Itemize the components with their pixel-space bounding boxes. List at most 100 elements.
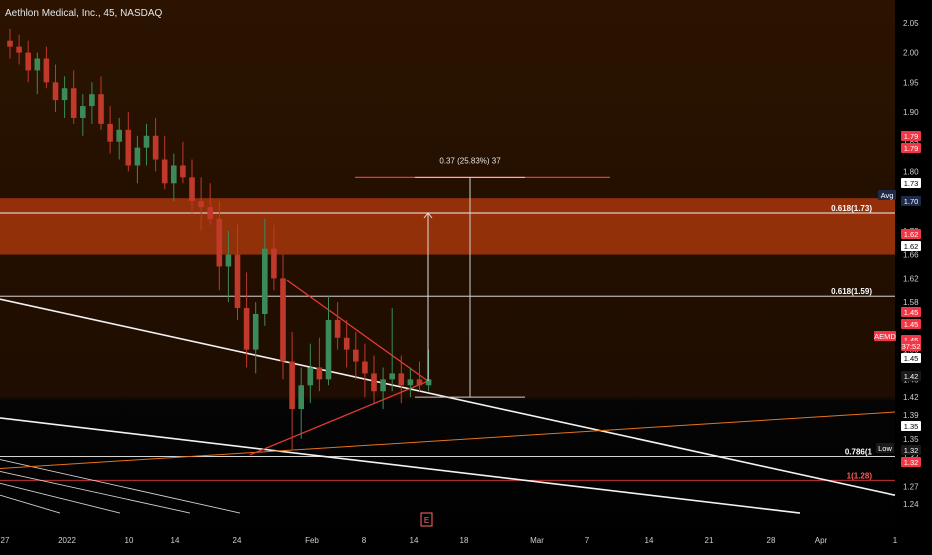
fan-line[interactable] [0,459,241,514]
candle-body[interactable] [362,361,368,374]
candle-body[interactable] [262,248,268,314]
price-label: 1.32 [904,446,919,455]
candle-body[interactable] [252,314,259,350]
candle-body[interactable] [189,177,195,202]
price-label: 1.70 [904,197,919,206]
price-label: 1.45 [904,336,919,345]
ascending-trendline-orange[interactable] [0,411,896,469]
candle-body[interactable] [207,207,213,219]
candle-body[interactable] [407,379,414,386]
candle-body[interactable] [70,88,77,118]
x-tick-label: 28 [767,536,776,545]
candle-body[interactable] [198,201,204,208]
y-tick-label: 1.35 [903,435,919,444]
candle-body[interactable] [234,254,241,309]
candle-body[interactable] [171,165,177,184]
candle-body[interactable] [152,135,159,160]
price-label: 1.73 [904,179,919,188]
price-label-box [901,341,921,351]
fan-line[interactable] [0,494,61,514]
candle-body[interactable] [398,373,405,386]
x-tick-label: 1 [893,536,898,545]
candle-body[interactable] [353,349,359,362]
candle-body[interactable] [343,337,350,350]
candle-body[interactable] [61,88,68,101]
candle-body[interactable] [52,82,59,101]
price-label-box [901,421,921,431]
triangle-upper-line[interactable] [286,279,429,382]
symbol-title: Aethlon Medical, Inc., 45, NASDAQ [5,8,163,19]
candle-body[interactable] [371,373,377,392]
x-tick-label: 14 [645,536,654,545]
candle-body[interactable] [416,379,423,386]
candle-body[interactable] [116,129,122,142]
candle-body[interactable] [34,58,41,71]
price-label: 1.45 [904,354,919,363]
measure-label: 0.37 (25.83%) 37 [439,156,501,165]
y-tick-label: 1.90 [903,108,919,117]
price-label-box [901,131,921,141]
fib-level-label: 1(1.28) [847,471,873,480]
candle-body[interactable] [307,367,314,386]
candle-body[interactable] [43,58,50,83]
candle-body[interactable] [298,385,304,410]
candle-body[interactable] [7,40,13,47]
y-tick-label: 1.42 [903,393,919,402]
candle-body[interactable] [98,94,104,124]
price-label-box [901,445,921,455]
candle-body[interactable] [243,308,250,350]
candle-body[interactable] [180,165,186,178]
candle-body[interactable] [80,106,86,118]
candle-body[interactable] [107,123,113,142]
candle-body[interactable] [89,94,95,107]
price-label-box [901,307,921,317]
price-label: 1.79 [904,132,919,141]
event-marker-box[interactable] [420,512,433,527]
candle-body[interactable] [271,248,277,279]
price-label-box [901,229,921,239]
price-label-box [901,178,921,188]
candle-body[interactable] [25,52,31,71]
candle-body[interactable] [280,278,286,362]
y-tick-label: 2.05 [903,19,919,28]
candle-body[interactable] [425,379,432,386]
descending-trendline-lower[interactable] [0,417,801,514]
price-label: 1.45 [904,308,919,317]
resistance-zone[interactable] [0,198,895,255]
price-label-box [876,443,894,453]
price-label: Low [878,444,892,453]
candle-body[interactable] [289,361,295,410]
candle-body[interactable] [380,379,386,392]
candle-body[interactable] [316,367,323,380]
candle-body[interactable] [143,135,150,148]
x-tick-label: 24 [233,536,242,545]
price-label: 1.42 [904,372,919,381]
candle-body[interactable] [389,373,395,380]
triangle-lower-line[interactable] [249,380,429,456]
candle-body[interactable] [225,254,232,267]
candle-body[interactable] [325,319,332,380]
x-tick-label: 8 [362,536,367,545]
candle-body[interactable] [134,147,141,166]
candle-body[interactable] [16,46,22,53]
event-marker[interactable]: E [424,516,429,525]
price-label-box [901,371,921,381]
candle-body[interactable] [334,319,341,338]
time-axis-panel [0,530,932,550]
fan-line[interactable] [0,482,121,514]
y-tick-label: 1.58 [903,298,919,307]
candle-body[interactable] [216,218,223,267]
fib-level-label: 0.618(1.59) [831,287,872,296]
price-label-box [901,241,921,251]
x-tick-label: 18 [460,536,469,545]
candle-body[interactable] [161,159,168,184]
fan-line[interactable] [0,471,191,514]
x-tick-label: 27 [1,536,10,545]
y-tick-label: 1.95 [903,78,919,87]
price-label: Avg [881,191,894,200]
candle-body[interactable] [125,129,132,166]
price-label-box [901,196,921,206]
y-tick-label: 1.27 [903,482,919,491]
